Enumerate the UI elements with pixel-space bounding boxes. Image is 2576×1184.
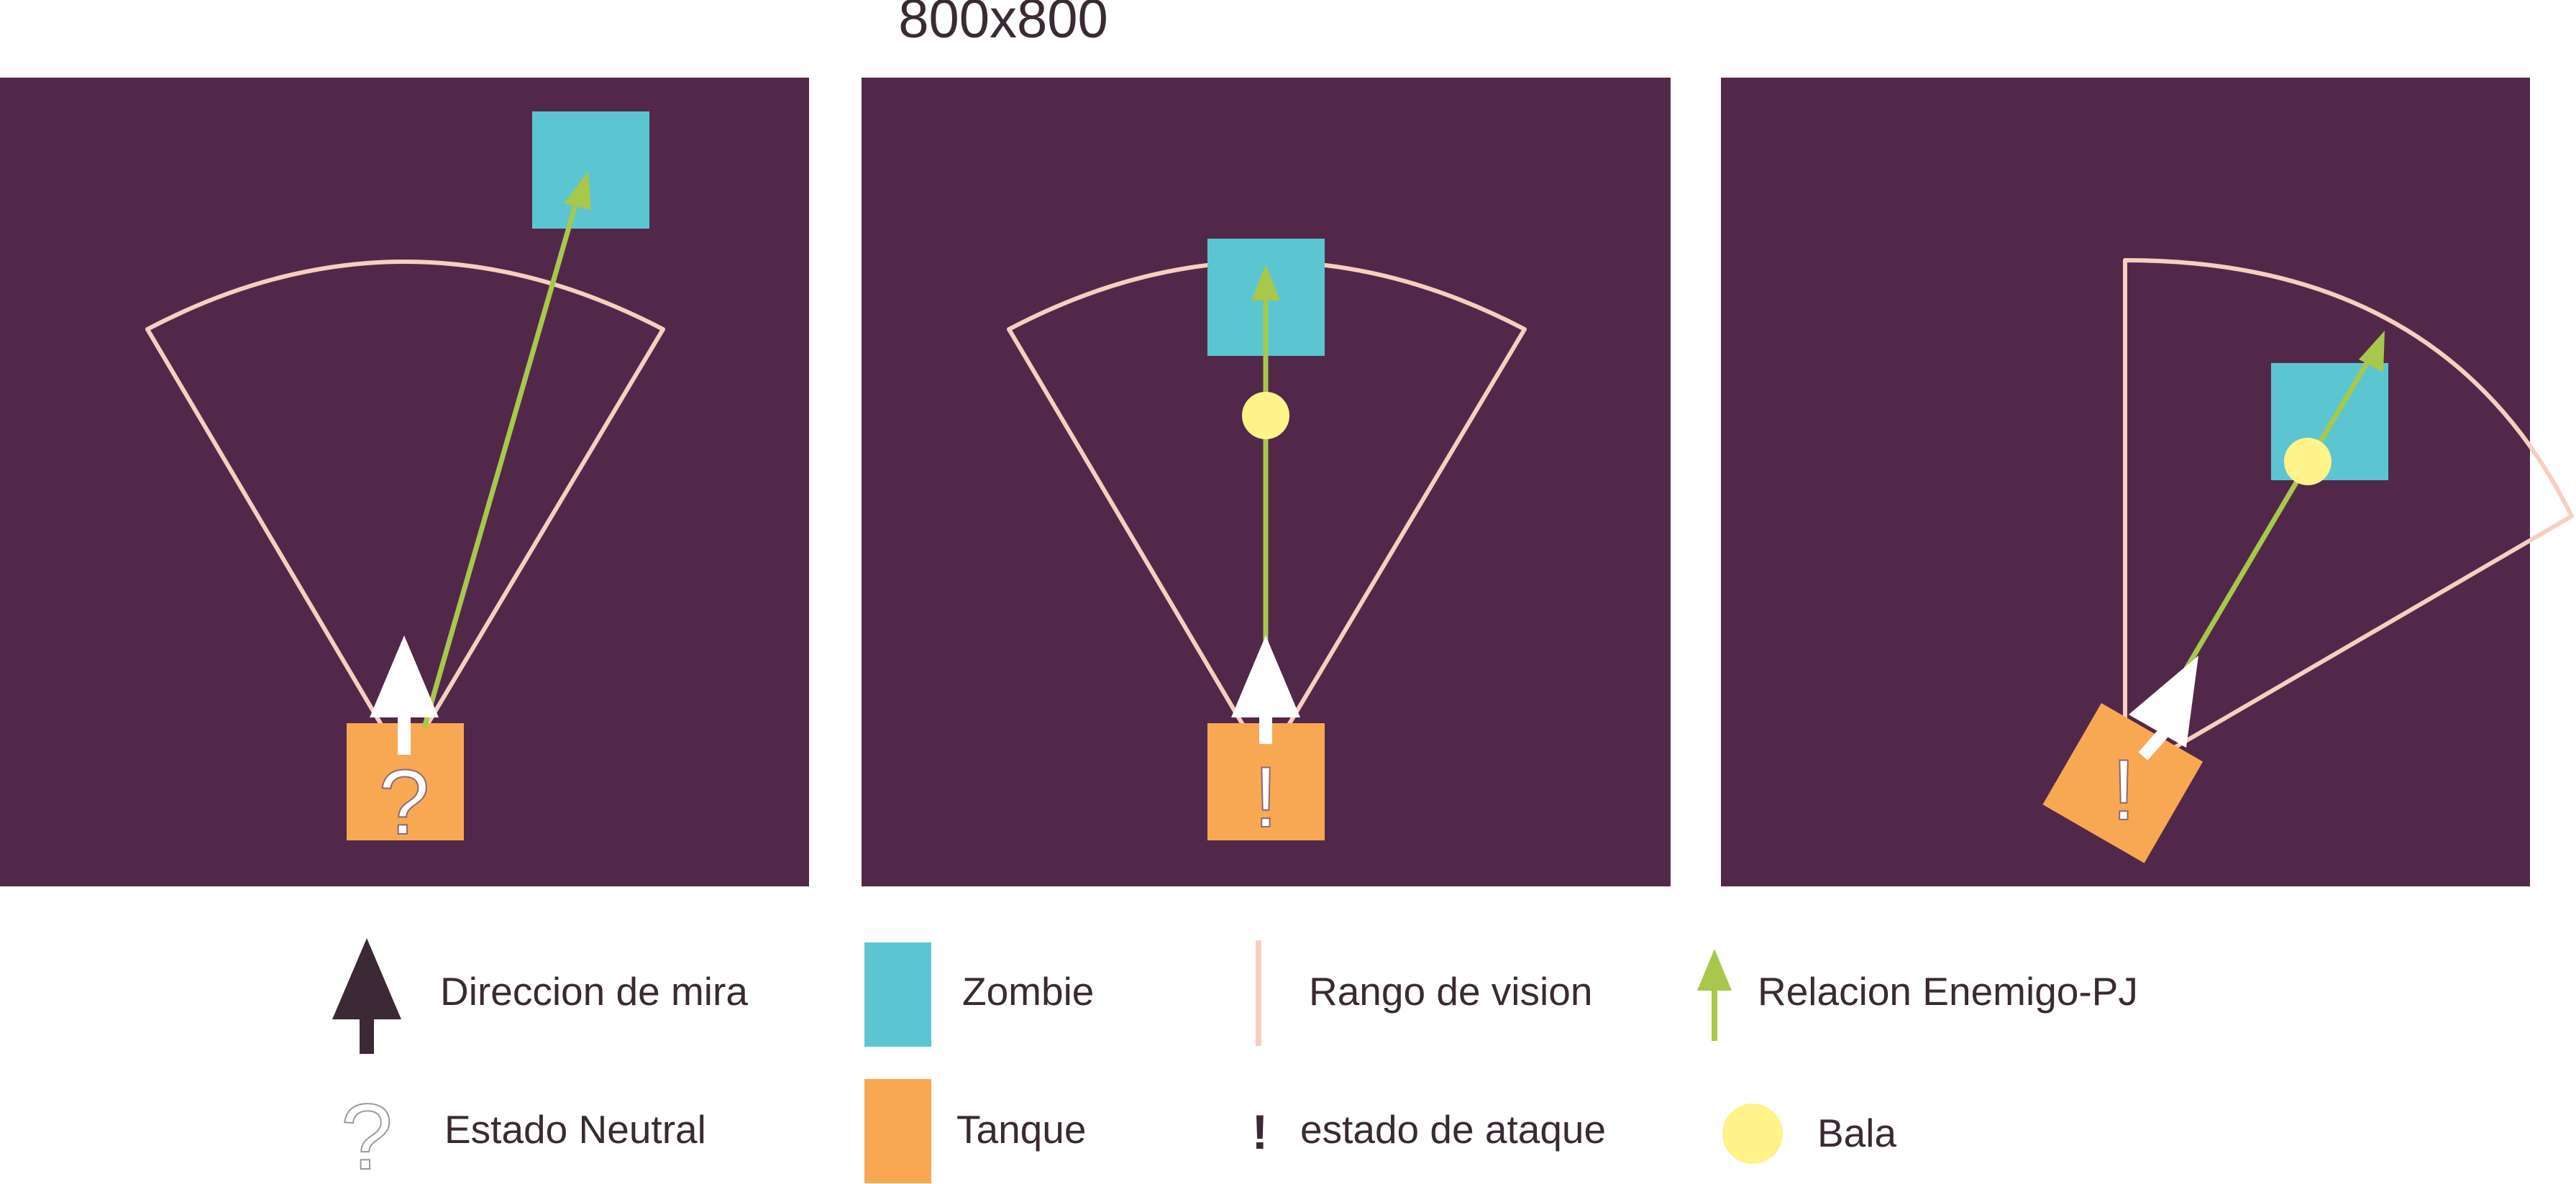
legend-label-bullet: Bala [1817,1111,1896,1155]
vision-cone [2123,258,2574,779]
legend-label-vision-range: Rango de vision [1309,969,1592,1014]
panel-attack-rotated: ! [1721,78,2574,886]
legend: Direccion de mira Zombie Rango de vision… [332,938,2138,1184]
zombie [532,111,649,229]
enemy-relation-arrow [1251,265,1280,647]
bullet [2284,438,2331,485]
legend-label-tank: Tanque [956,1107,1086,1152]
panel-neutral: ? [0,78,809,886]
state-symbol-attack: ! [1253,749,1277,845]
legend-label-neutral-state: Estado Neutral [444,1107,706,1152]
state-symbol-neutral: ? [378,751,429,854]
aim-direction-arrow [2129,656,2198,761]
enemy-relation-arrow [421,171,591,728]
legend-label-attack-state: estado de ataque [1300,1107,1606,1152]
legend-item-zombie: Zombie [864,942,1094,1047]
aim-direction-arrow [1231,635,1300,744]
legend-item-enemy-relation: Relacion Enemigo-PJ [1697,949,2138,1041]
legend-label-zombie: Zombie [962,969,1094,1014]
legend-item-vision-range: Rango de vision [1256,940,1592,1046]
zombie-swatch-icon [864,942,931,1047]
legend-item-bullet: Bala [1722,1103,1896,1164]
question-mark-icon: ? [341,1084,393,1184]
vision-cone [145,260,665,766]
panel-attack-front: ! [862,78,1671,886]
legend-item-aim-direction: Direccion de mira [332,938,748,1054]
tank-swatch-icon [864,1079,931,1183]
bullet [1242,392,1289,439]
exclamation-icon: ! [1252,1105,1269,1160]
diagram-title: 800x800 [898,0,1108,50]
tank [2042,702,2203,863]
relation-arrow-icon [1697,949,1732,1041]
bullet-icon [1722,1103,1783,1164]
legend-item-neutral-state: ? Estado Neutral [340,1083,706,1184]
state-symbol-attack: ! [2111,742,2135,838]
legend-label-aim-direction: Direccion de mira [440,969,748,1014]
legend-label-enemy-relation: Relacion Enemigo-PJ [1758,969,2138,1014]
enemy-relation-arrow [2183,331,2385,670]
aim-arrow-icon [332,938,401,1054]
aim-direction-arrow [370,635,439,755]
legend-item-tank: Tanque [864,1079,1086,1183]
legend-item-attack-state: ! estado de ataque [1252,1105,1606,1160]
